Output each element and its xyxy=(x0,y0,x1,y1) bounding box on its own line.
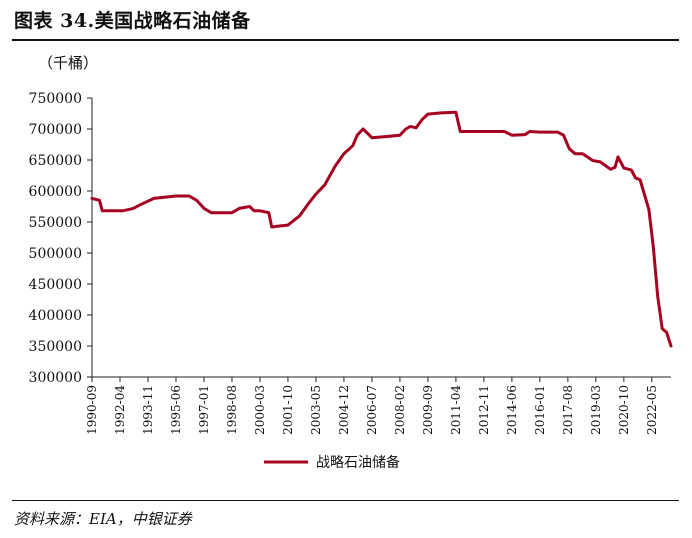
x-tick-label: 2001-10 xyxy=(281,385,295,435)
y-axis-unit-label: （千桶） xyxy=(38,54,99,72)
y-tick-label: 550000 xyxy=(29,215,82,231)
x-tick-label: 1997-01 xyxy=(197,385,211,435)
y-tick-label: 450000 xyxy=(29,277,82,293)
x-tick-label: 1990-09 xyxy=(85,385,99,435)
x-axis-ticks: 1990-09 1992-04 1993-11 1995-06 1997-01 1998-… xyxy=(85,377,659,435)
x-tick-label: 2008-02 xyxy=(393,385,407,435)
x-tick-label: 2003-05 xyxy=(309,385,323,435)
x-tick-label: 2011-04 xyxy=(449,385,463,435)
source-rule xyxy=(12,500,679,501)
x-tick-label: 2004-12 xyxy=(337,385,351,435)
y-axis-ticks: 300000 350000 400000 450000 500000 550000 6000… xyxy=(29,91,92,386)
series-layer xyxy=(90,110,673,348)
legend: 战略石油储备 xyxy=(264,454,400,471)
y-tick-label: 300000 xyxy=(29,370,82,386)
x-tick-label: 2012-11 xyxy=(477,385,491,435)
x-tick-label: 1992-04 xyxy=(113,385,127,435)
x-tick-label: 2020-10 xyxy=(617,385,631,435)
x-tick-label: 2022-05 xyxy=(645,385,659,435)
x-tick-label: 2016-01 xyxy=(533,385,547,435)
x-tick-label: 1995-06 xyxy=(169,385,183,435)
line-chart: 300000 350000 400000 450000 500000 550000 6000… xyxy=(29,91,673,471)
chart-axes xyxy=(91,98,671,378)
x-tick-label: 1998-08 xyxy=(225,385,239,435)
x-tick-label: 1993-11 xyxy=(141,385,155,435)
figure-title: 图表 34.美国战略石油储备 xyxy=(14,10,251,32)
series-line xyxy=(90,110,673,348)
x-tick-label: 2000-03 xyxy=(253,385,267,435)
y-tick-label: 600000 xyxy=(29,184,82,200)
x-tick-label: 2017-08 xyxy=(561,385,575,435)
source-note: 资料来源：EIA，中银证券 xyxy=(14,510,192,528)
y-tick-label: 350000 xyxy=(29,339,82,355)
x-tick-label: 2006-07 xyxy=(365,385,379,435)
x-tick-label: 2014-06 xyxy=(505,385,519,435)
y-tick-label: 500000 xyxy=(29,246,82,262)
y-tick-label: 400000 xyxy=(29,308,82,324)
legend-label: 战略石油储备 xyxy=(316,454,400,471)
y-tick-label: 650000 xyxy=(29,153,82,169)
title-rule xyxy=(12,39,679,41)
y-tick-label: 700000 xyxy=(29,122,82,138)
x-tick-label: 2019-03 xyxy=(589,385,603,435)
y-tick-label: 750000 xyxy=(29,91,82,107)
x-tick-label: 2009-09 xyxy=(421,385,435,435)
